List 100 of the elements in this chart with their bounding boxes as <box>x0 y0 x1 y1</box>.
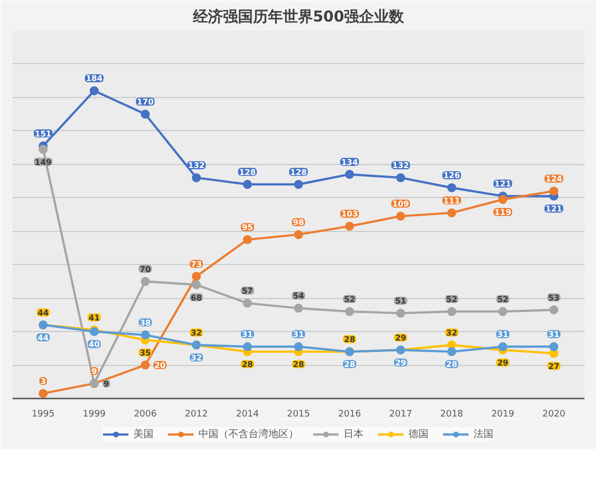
point <box>447 208 456 218</box>
legend-label: 德国 <box>408 428 428 441</box>
legend-label: 法国 <box>474 428 494 441</box>
data-label: 32 <box>190 328 202 338</box>
data-label: 52 <box>344 295 356 304</box>
data-label: 53 <box>548 293 560 302</box>
point <box>345 222 354 231</box>
x-tick-label: 2006 <box>134 410 158 420</box>
data-label: 134 <box>341 158 358 167</box>
x-tick-label: 2012 <box>184 410 208 420</box>
data-label: 57 <box>242 286 254 296</box>
data-label: 121 <box>546 204 563 214</box>
point <box>90 86 99 96</box>
legend-label: 中国（不含台湾地区） <box>198 428 298 441</box>
legend-label: 日本 <box>344 428 364 441</box>
legend-label: 美国 <box>134 428 154 441</box>
data-label: 29 <box>395 358 407 368</box>
point <box>38 388 48 398</box>
point <box>549 186 558 196</box>
point <box>498 307 508 316</box>
data-label: 52 <box>497 295 508 304</box>
data-label: 52 <box>446 295 458 304</box>
x-tick-label: 2018 <box>440 410 464 420</box>
data-label: 70 <box>140 264 152 274</box>
x-tick-label: 2020 <box>542 410 566 420</box>
point <box>498 342 508 352</box>
data-label: 41 <box>88 313 100 322</box>
x-tick-label: 1995 <box>32 410 55 420</box>
point <box>242 180 252 189</box>
point <box>192 272 201 281</box>
point <box>498 194 508 204</box>
data-label: 31 <box>548 330 560 340</box>
data-label: 31 <box>242 330 254 340</box>
data-label: 20 <box>154 361 166 370</box>
data-label: 149 <box>34 158 52 167</box>
data-label: 98 <box>292 218 304 228</box>
point <box>38 144 48 154</box>
point <box>140 276 150 286</box>
point <box>396 173 406 182</box>
data-label: 124 <box>546 174 563 184</box>
point <box>447 347 456 356</box>
data-label: 3 <box>40 376 46 386</box>
data-label: 119 <box>494 208 512 217</box>
point <box>549 305 558 314</box>
data-label: 44 <box>38 308 50 318</box>
data-label: 29 <box>395 333 407 342</box>
data-label: 126 <box>443 171 460 180</box>
x-tick-label: 2014 <box>236 410 260 420</box>
data-label: 132 <box>188 161 205 170</box>
point <box>140 360 150 370</box>
x-tick-label: 2017 <box>389 410 412 420</box>
x-tick-label: 2019 <box>491 410 515 420</box>
data-label: 73 <box>190 260 202 269</box>
data-label: 38 <box>140 318 152 328</box>
point <box>294 304 303 313</box>
data-label: 54 <box>292 292 304 301</box>
point <box>294 180 303 189</box>
x-tick-label: 1999 <box>82 410 106 420</box>
point <box>242 298 252 308</box>
point <box>345 307 354 316</box>
chart-title: 经济强国历年世界500强企业数 <box>192 8 406 26</box>
data-label: 128 <box>290 168 308 177</box>
data-label: 9 <box>91 366 98 376</box>
data-label: 111 <box>443 196 460 206</box>
data-label: 35 <box>140 348 152 358</box>
point <box>447 183 456 192</box>
data-label: 29 <box>497 358 509 368</box>
data-label: 32 <box>190 353 202 362</box>
data-label: 32 <box>446 328 458 338</box>
data-label: 44 <box>38 333 50 342</box>
data-label: 51 <box>395 296 407 306</box>
data-label: 68 <box>190 293 202 302</box>
data-label: 27 <box>548 362 560 371</box>
data-label: 95 <box>242 223 254 232</box>
data-label: 40 <box>88 340 100 350</box>
x-tick-label: 2015 <box>287 410 310 420</box>
point <box>242 342 252 352</box>
data-label: 151 <box>34 129 52 138</box>
data-label: 184 <box>86 74 103 84</box>
point <box>294 342 303 352</box>
data-label: 28 <box>344 335 356 344</box>
x-tick-label: 2016 <box>338 410 362 420</box>
point <box>140 110 150 119</box>
data-label: 132 <box>392 161 409 170</box>
data-label: 28 <box>344 360 356 370</box>
point <box>192 173 201 182</box>
data-label: 31 <box>292 330 304 340</box>
point <box>549 342 558 352</box>
point <box>447 307 456 316</box>
data-label: 109 <box>392 200 410 209</box>
data-label: 9 <box>104 379 110 388</box>
data-label: 28 <box>242 360 254 370</box>
data-label: 31 <box>497 330 509 340</box>
data-label: 28 <box>446 360 458 370</box>
point <box>396 308 406 318</box>
data-label: 121 <box>494 180 512 189</box>
data-label: 170 <box>136 98 154 107</box>
point <box>242 235 252 244</box>
point <box>294 230 303 240</box>
point <box>140 330 150 340</box>
